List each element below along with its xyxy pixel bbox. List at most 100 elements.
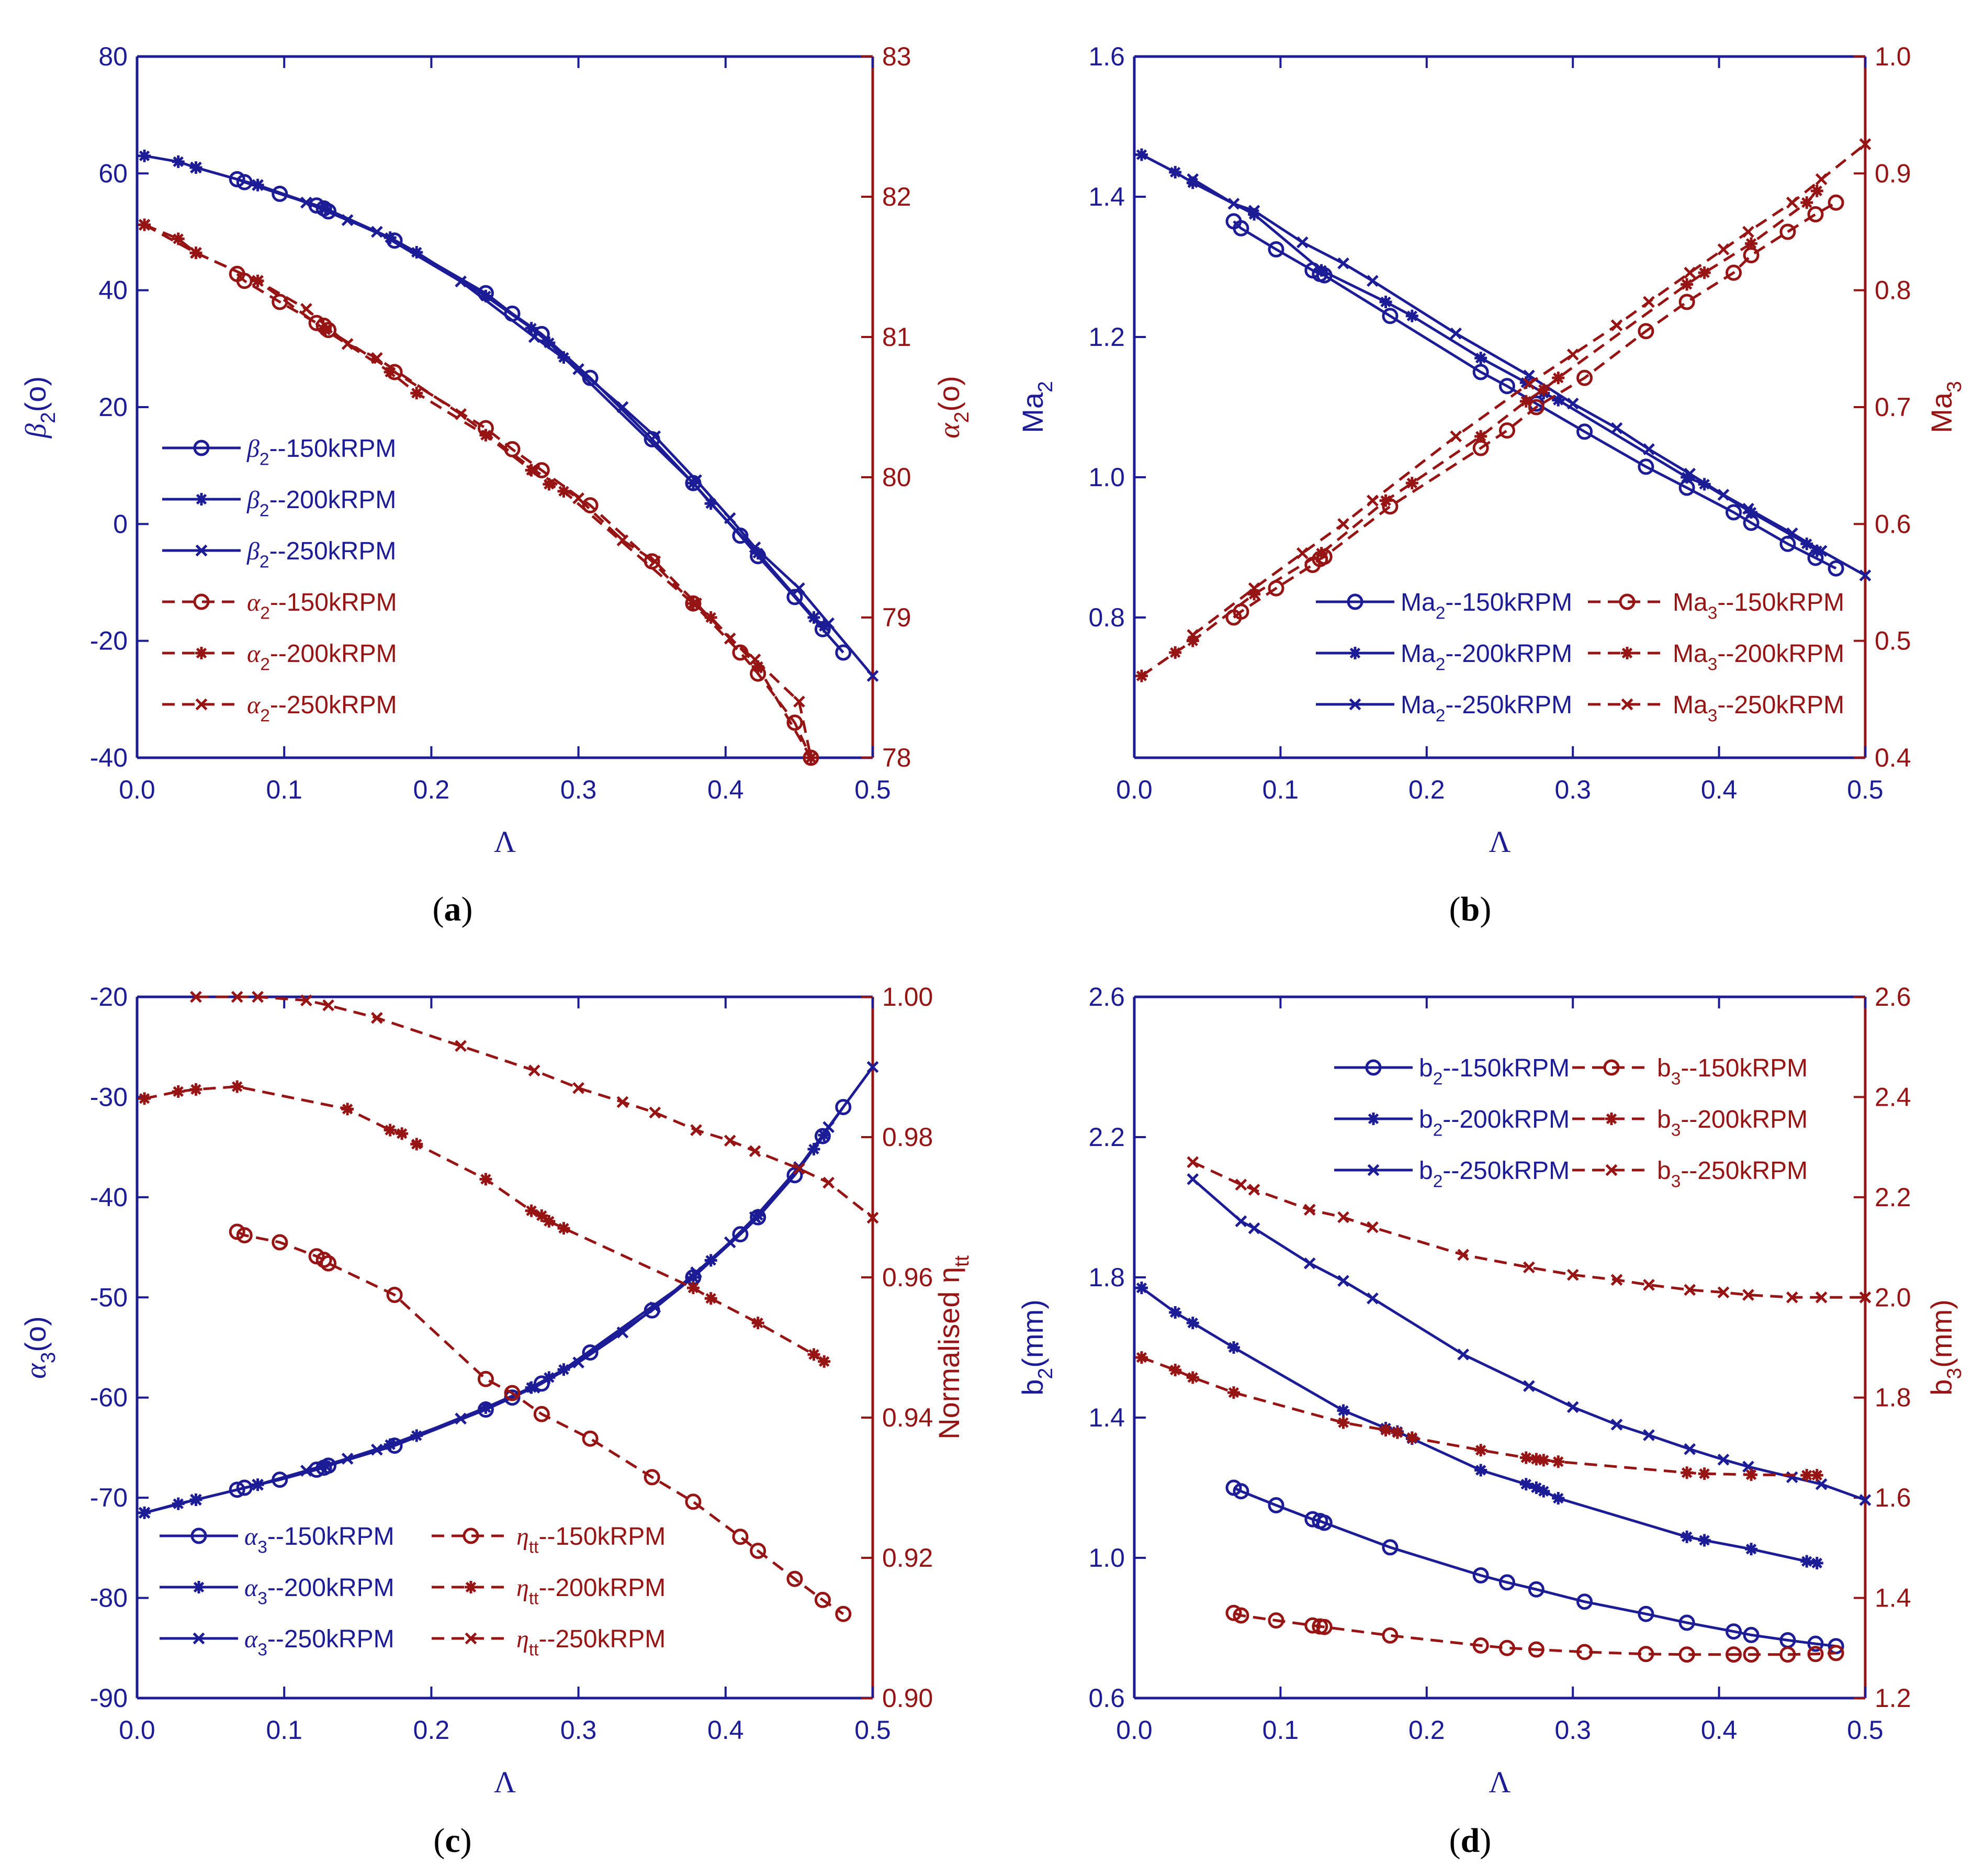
series-a-1 [138, 149, 831, 633]
data-point [572, 492, 584, 504]
data-point [724, 512, 736, 524]
series-line [1141, 190, 1818, 677]
legend-marker [193, 593, 210, 610]
x-tick-label: 0.2 [413, 1715, 450, 1745]
right-tick-label: 82 [882, 182, 911, 211]
data-point [504, 1385, 521, 1401]
data-point [1810, 184, 1823, 197]
data-point [822, 1121, 835, 1133]
legend-marker [463, 1527, 479, 1544]
data-point [189, 1083, 202, 1096]
data-point [1742, 226, 1754, 238]
data-point [649, 1301, 661, 1313]
series-line [195, 166, 874, 677]
right-tick-label: 2.2 [1875, 1183, 1911, 1212]
data-point [649, 1106, 661, 1119]
legend-item: b2--250kRPM [1334, 1157, 1570, 1191]
legend-marker [195, 647, 208, 659]
legend-item: ηtt--250kRPM [432, 1625, 666, 1659]
data-point [1382, 1627, 1399, 1644]
data-point [749, 654, 761, 666]
legend-marker [1619, 593, 1636, 610]
series-line [1192, 143, 1866, 636]
legend-item: β2--150kRPM [162, 435, 396, 469]
legend-label: α2--200kRPM [247, 640, 397, 674]
data-point [252, 991, 264, 1003]
data-point [807, 1348, 820, 1361]
series-d-1 [1135, 1282, 1823, 1570]
data-point [1698, 266, 1711, 279]
right-tick-label: 1.6 [1875, 1483, 1911, 1512]
data-point [1367, 275, 1379, 287]
legend-label: α2--150kRPM [247, 589, 397, 623]
series-b-4 [1135, 184, 1823, 682]
legend-label: Ma2--250kRPM [1401, 691, 1572, 725]
data-point [1552, 1492, 1565, 1505]
data-point [690, 1124, 702, 1136]
data-point [814, 1591, 831, 1608]
data-point [750, 1543, 766, 1559]
data-point [690, 1266, 702, 1278]
series-line [236, 1106, 844, 1491]
left-axis-label: α3(o) [19, 1316, 60, 1379]
data-point [814, 621, 831, 637]
data-point [572, 363, 584, 375]
left-tick-label: -30 [90, 1082, 128, 1111]
left-axis-label-text: b2(mm) [1016, 1299, 1057, 1396]
left-tick-label: -60 [90, 1383, 128, 1412]
data-point [370, 1012, 383, 1024]
legend-marker [1605, 1164, 1618, 1176]
data-point [616, 401, 629, 413]
data-point [616, 1326, 629, 1339]
data-point [1337, 1275, 1349, 1287]
data-point [1828, 1638, 1844, 1655]
data-point [384, 1124, 397, 1137]
data-point [1726, 1646, 1742, 1663]
data-point [1135, 1351, 1148, 1364]
data-point [1743, 1646, 1760, 1663]
right-axis-label-text: α2(o) [932, 376, 973, 439]
data-point [724, 1134, 736, 1147]
left-tick-label: 0.6 [1088, 1683, 1125, 1713]
legend-item: b2--150kRPM [1334, 1054, 1570, 1088]
data-point [690, 474, 702, 486]
legend-label: b3--250kRPM [1657, 1157, 1808, 1191]
legend-item: β2--200kRPM [162, 486, 396, 520]
data-point [822, 617, 835, 630]
data-point [1576, 1593, 1593, 1610]
data-point [1450, 327, 1462, 340]
right-tick-label: 0.6 [1875, 509, 1911, 538]
right-tick-label: 0.9 [1875, 159, 1911, 188]
data-point [231, 1080, 244, 1093]
data-point [1474, 430, 1487, 443]
data-point [1681, 278, 1694, 291]
data-point [528, 1064, 540, 1077]
legend-label: α2--250kRPM [247, 691, 397, 725]
legend-c: α3--150kRPM α3--200kRPM α3--250kRPM ηtt--15… [160, 1523, 666, 1659]
data-point [1800, 1469, 1813, 1482]
legend-label: b3--200kRPM [1657, 1106, 1808, 1140]
series-a-4 [138, 218, 817, 764]
x-tick-label: 0.5 [854, 1715, 891, 1745]
right-tick-label: 79 [882, 603, 911, 632]
data-point [1304, 1617, 1321, 1634]
data-point [1859, 1291, 1871, 1304]
left-tick-label: 2.2 [1088, 1122, 1125, 1152]
data-point [1726, 504, 1742, 521]
left-tick-label: -90 [90, 1683, 128, 1713]
x-tick-label: 0.2 [1408, 1715, 1445, 1745]
right-tick-label: 0.4 [1875, 743, 1911, 772]
left-axis-label: b2(mm) [1016, 1299, 1057, 1396]
data-point [1498, 1574, 1515, 1591]
data-point [1684, 467, 1696, 480]
data-point [1684, 1284, 1696, 1296]
data-point [1717, 1286, 1730, 1299]
data-point [236, 1227, 253, 1244]
data-point [1743, 1626, 1760, 1643]
legend-marker [193, 1581, 205, 1593]
data-point [1610, 1274, 1623, 1286]
data-point [1643, 1429, 1655, 1441]
left-tick-label: 1.2 [1088, 322, 1125, 352]
legend-marker [1365, 1059, 1382, 1076]
right-axis-label-text: Ma3 [1925, 381, 1966, 433]
